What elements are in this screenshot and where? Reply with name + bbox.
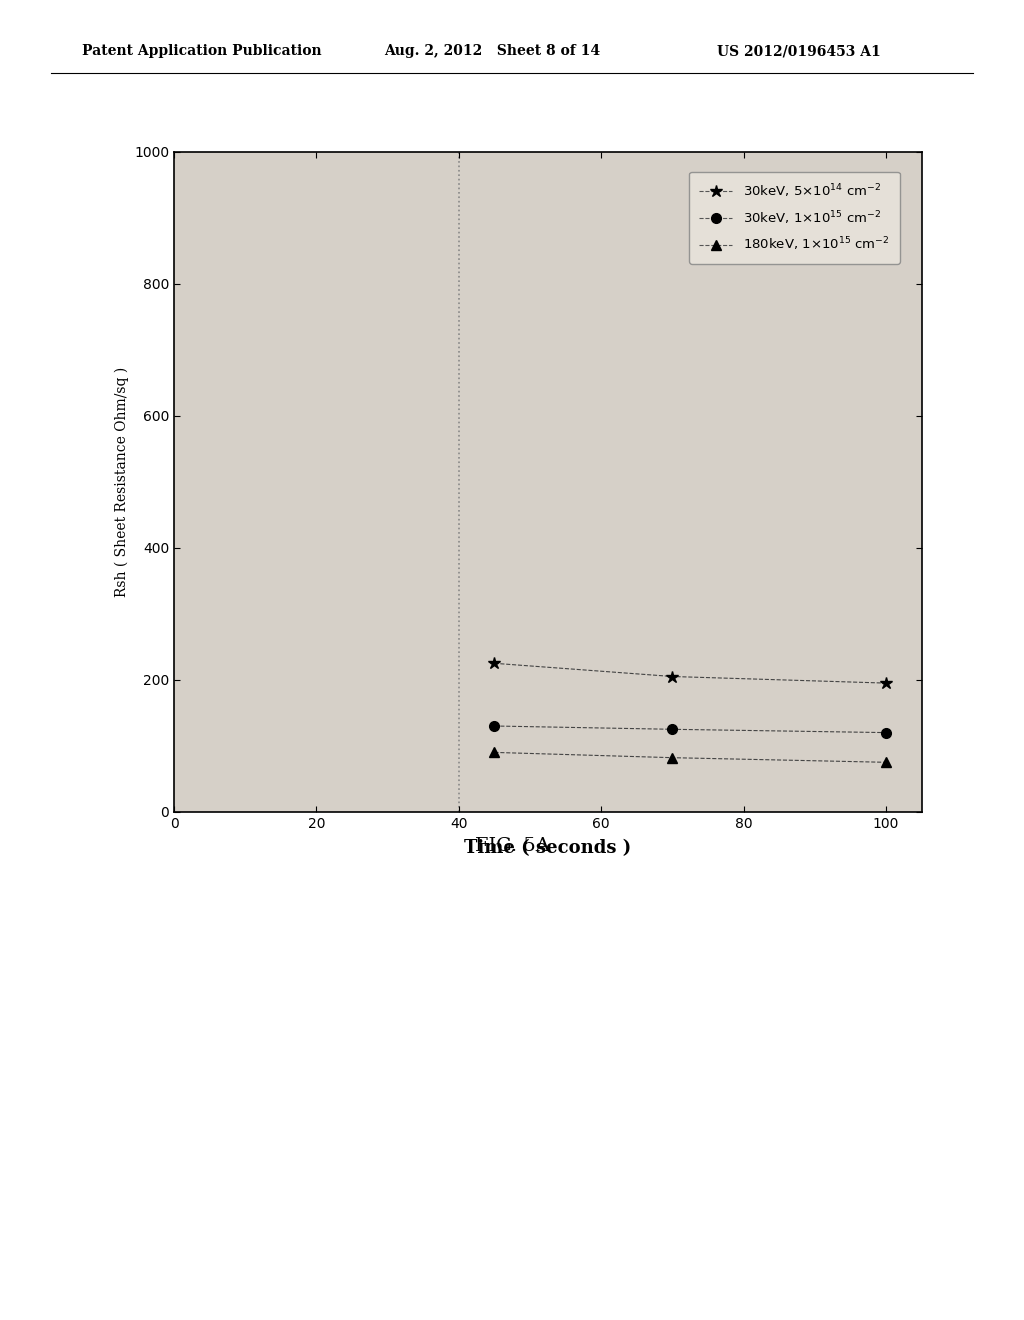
X-axis label: Time ( seconds ): Time ( seconds ) — [464, 840, 632, 857]
Text: US 2012/0196453 A1: US 2012/0196453 A1 — [717, 45, 881, 58]
Text: FIG. 5A: FIG. 5A — [474, 837, 550, 855]
Text: Aug. 2, 2012   Sheet 8 of 14: Aug. 2, 2012 Sheet 8 of 14 — [384, 45, 600, 58]
Text: Patent Application Publication: Patent Application Publication — [82, 45, 322, 58]
Y-axis label: Rsh ( Sheet Resistance Ohm/sq ): Rsh ( Sheet Resistance Ohm/sq ) — [114, 367, 129, 597]
Legend: 30keV, 5×10$^{14}$ cm$^{-2}$, 30keV, 1×10$^{15}$ cm$^{-2}$, 180keV, 1×10$^{15}$ : 30keV, 5×10$^{14}$ cm$^{-2}$, 30keV, 1×1… — [689, 172, 900, 264]
